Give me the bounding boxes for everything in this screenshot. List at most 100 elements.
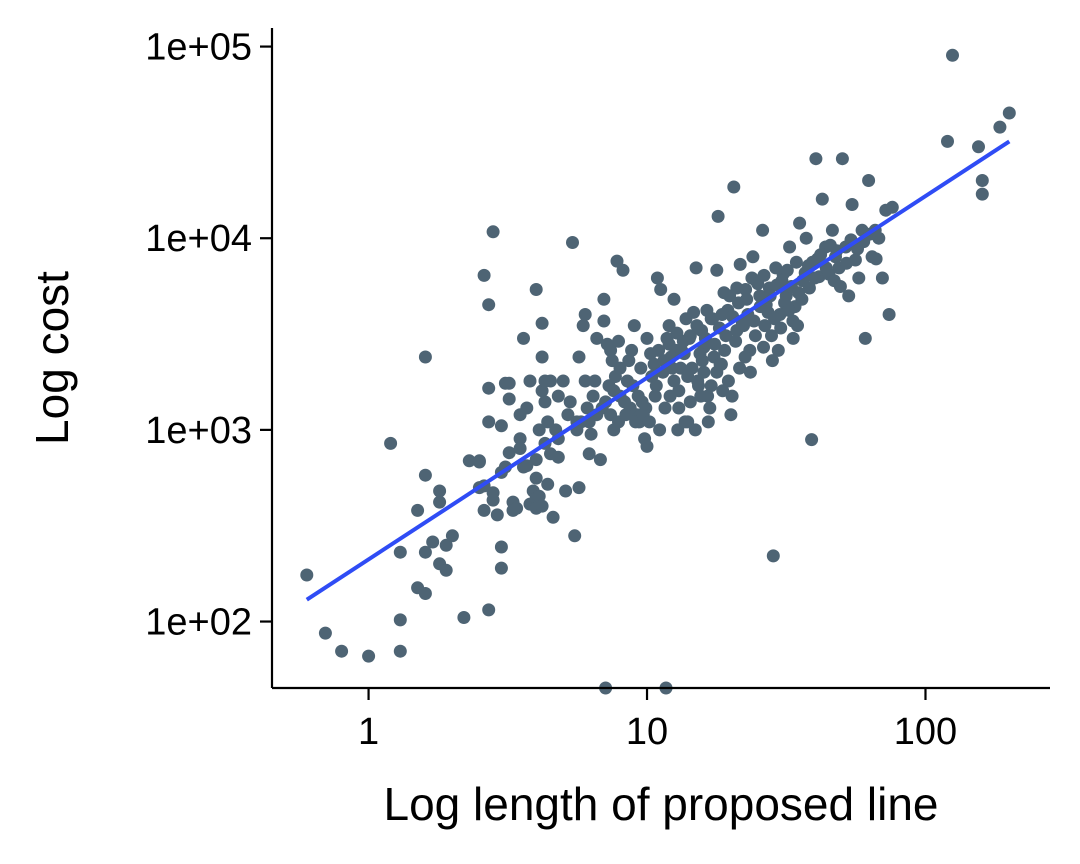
data-point-73 [541, 415, 555, 429]
data-point-165 [733, 257, 747, 271]
data-point-64 [532, 423, 546, 437]
data-point-54 [520, 459, 534, 473]
data-point-11 [418, 545, 432, 559]
data-point-250 [839, 256, 853, 270]
data-point-48 [510, 501, 524, 515]
data-point-33 [482, 603, 496, 617]
y-axis-ticks: 1e+02 1e+03 1e+04 1e+05 [145, 27, 272, 644]
data-point-102 [590, 331, 604, 345]
data-point-17 [433, 495, 447, 509]
data-point-220 [1002, 106, 1016, 120]
data-point-206 [862, 174, 876, 187]
data-point-81 [551, 389, 565, 403]
data-point-117 [612, 334, 625, 348]
data-point-320 [619, 408, 633, 422]
data-point-328 [701, 415, 715, 429]
data-point-288 [765, 329, 778, 343]
data-point-126 [627, 319, 641, 333]
data-point-214 [941, 134, 954, 148]
data-point-80 [551, 450, 565, 464]
data-point-27 [477, 503, 491, 517]
data-point-150 [689, 261, 703, 275]
data-point-163 [727, 180, 741, 194]
data-point-5 [393, 613, 407, 627]
data-point-213 [885, 200, 899, 214]
data-point-82 [556, 374, 570, 388]
data-point-176 [766, 549, 780, 563]
y-tick-label-3: 1e+05 [145, 27, 252, 69]
data-point-257 [676, 334, 690, 348]
data-point-55 [520, 401, 534, 415]
data-point-14 [426, 535, 440, 549]
data-point-187 [802, 281, 816, 295]
data-point-83 [559, 484, 573, 498]
data-point-314 [703, 401, 717, 415]
data-point-188 [805, 433, 819, 447]
data-point-297 [681, 370, 695, 383]
data-point-255 [869, 252, 883, 266]
data-point-7 [393, 545, 407, 559]
data-point-162 [724, 408, 738, 422]
data-point-287 [757, 340, 770, 354]
data-point-19 [439, 563, 453, 577]
data-point-51 [513, 442, 527, 455]
data-point-235 [780, 263, 794, 277]
data-point-218 [975, 187, 989, 201]
data-point-172 [756, 223, 770, 237]
data-point-18 [439, 538, 453, 552]
data-point-303 [733, 361, 747, 375]
data-point-239 [795, 292, 809, 306]
data-point-32 [486, 225, 500, 239]
data-point-281 [695, 354, 709, 368]
data-point-132 [640, 439, 654, 453]
data-point-74 [541, 477, 555, 491]
x-tick-label-1: 10 [626, 711, 668, 753]
data-point-192 [815, 192, 829, 206]
data-point-2 [335, 644, 349, 658]
data-point-323 [642, 415, 656, 429]
data-point-84 [561, 408, 575, 422]
data-point-3 [362, 649, 376, 663]
data-point-4 [393, 644, 407, 658]
data-point-324 [653, 423, 667, 437]
data-point-22 [462, 454, 476, 468]
data-point-8 [411, 503, 425, 517]
data-point-95 [578, 374, 592, 388]
data-point-31 [482, 415, 496, 429]
data-point-186 [799, 231, 813, 245]
data-point-45 [502, 446, 516, 460]
data-point-43 [502, 392, 516, 406]
data-point-1 [318, 626, 332, 640]
data-point-99 [584, 427, 598, 441]
data-point-234 [775, 274, 789, 288]
data-point-93 [576, 319, 590, 333]
data-point-268 [747, 314, 761, 328]
data-point-308 [648, 389, 662, 403]
data-point-100 [586, 389, 600, 403]
data-point-203 [852, 271, 866, 285]
data-point-275 [782, 303, 796, 317]
data-point-227 [732, 296, 745, 310]
data-point-225 [715, 308, 729, 321]
data-point-0 [300, 568, 314, 582]
data-point-249 [833, 280, 847, 293]
data-point-313 [694, 389, 708, 403]
data-point-306 [631, 389, 645, 403]
data-point-119 [613, 361, 627, 375]
y-tick-label-0: 1e+02 [145, 602, 252, 644]
data-point-190 [809, 152, 823, 166]
data-point-111 [604, 343, 618, 357]
data-point-56 [523, 374, 537, 388]
data-point-195 [825, 223, 839, 237]
data-point-201 [845, 198, 859, 211]
data-point-135 [650, 271, 664, 285]
data-point-68 [535, 499, 549, 513]
data-point-20 [445, 529, 459, 543]
data-point-301 [714, 357, 728, 371]
data-point-219 [993, 120, 1007, 134]
data-point-16 [433, 484, 447, 498]
x-axis-title: Log length of proposed line [384, 778, 939, 830]
y-axis-title: Log cost [26, 271, 78, 445]
data-point-272 [768, 312, 781, 326]
